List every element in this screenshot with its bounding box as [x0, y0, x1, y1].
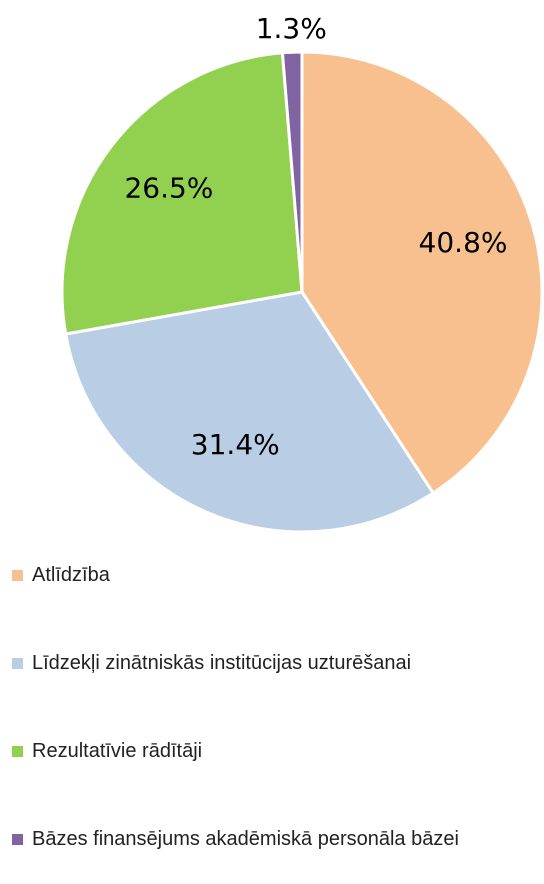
legend-swatch: [12, 570, 23, 581]
legend-item: Atlīdzība: [12, 560, 522, 590]
data-label: 1.3%: [256, 12, 327, 45]
legend-label: Rezultatīvie rādītāji: [32, 740, 203, 762]
legend-label: Bāzes finansējums akadēmiskā personāla b…: [32, 828, 459, 850]
legend-item: Bāzes finansējums akadēmiskā personāla b…: [12, 824, 522, 854]
pie-slice: [60, 51, 304, 336]
legend-swatch: [12, 658, 23, 669]
data-label: 26.5%: [124, 171, 213, 204]
pie-area: 40.8% 31.4% 26.5% 1.3%: [60, 12, 544, 534]
pie-slice: [63, 290, 436, 534]
data-label: 40.8%: [419, 226, 508, 259]
data-label: 31.4%: [191, 428, 280, 461]
legend-swatch: [12, 746, 23, 757]
legend-label: Atlīdzība: [32, 564, 110, 586]
pie-slice: [280, 50, 304, 293]
legend-swatch: [12, 834, 23, 845]
legend-label: Līdzekļi zinātniskās institūcijas uzturē…: [32, 652, 412, 674]
legend-item: Līdzekļi zinātniskās institūcijas uzturē…: [12, 648, 522, 678]
legend-item: Rezultatīvie rādītāji: [12, 736, 522, 766]
